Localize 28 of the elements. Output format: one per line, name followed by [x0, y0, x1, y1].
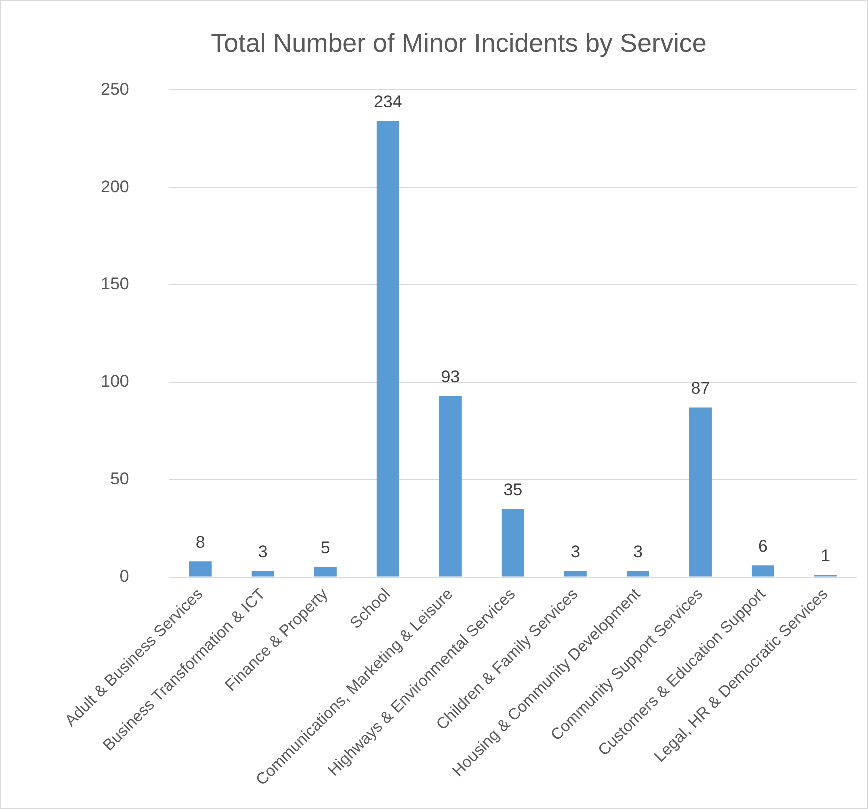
chart-title: Total Number of Minor Incidents by Service — [211, 28, 707, 58]
y-tick-label: 100 — [100, 372, 130, 392]
data-label: 3 — [633, 542, 643, 562]
bar — [502, 509, 524, 577]
bar — [189, 562, 212, 577]
data-label: 93 — [441, 367, 460, 386]
y-tick-label: 250 — [100, 80, 130, 99]
bar — [252, 571, 274, 577]
data-label: 1 — [821, 546, 830, 566]
bar — [752, 566, 774, 577]
y-tick-label: 0 — [120, 566, 130, 586]
data-label: 35 — [504, 480, 523, 500]
data-label: 87 — [691, 378, 710, 398]
bar — [689, 408, 712, 577]
data-label: 6 — [758, 536, 768, 556]
bar — [376, 121, 400, 577]
data-label: 5 — [320, 538, 330, 558]
bar — [626, 571, 650, 577]
bar — [564, 571, 587, 577]
bar — [439, 396, 462, 577]
data-label: 3 — [258, 542, 268, 562]
y-tick-label: 50 — [110, 470, 130, 489]
data-label: 3 — [570, 542, 580, 562]
data-label: 8 — [196, 532, 206, 552]
bar — [314, 568, 337, 577]
data-label: 234 — [374, 92, 402, 112]
y-tick-label: 200 — [100, 177, 130, 196]
y-tick-label: 150 — [100, 274, 130, 294]
